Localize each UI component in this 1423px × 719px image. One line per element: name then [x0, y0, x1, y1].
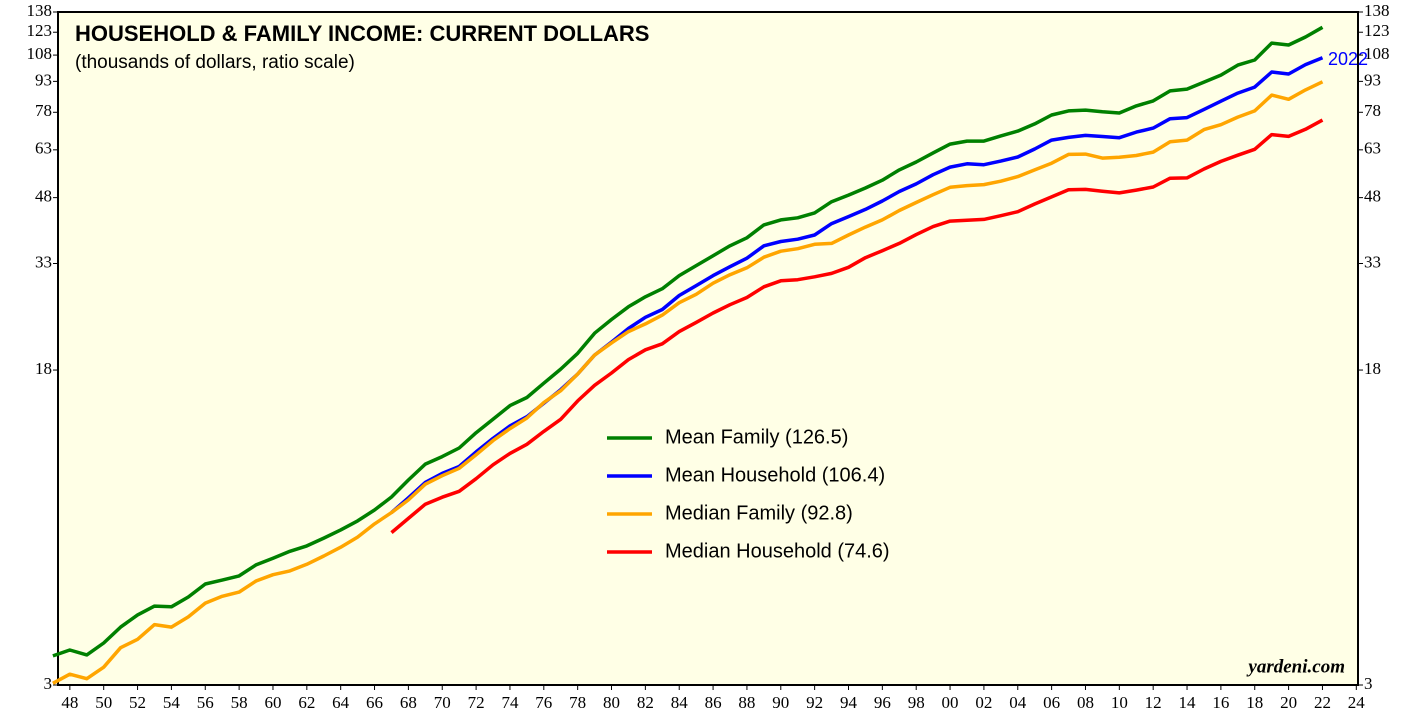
x-tick-label: 66: [366, 693, 383, 712]
x-tick-label: 68: [400, 693, 417, 712]
x-tick-label: 60: [264, 693, 281, 712]
x-tick-label: 08: [1077, 693, 1094, 712]
x-tick-label: 88: [738, 693, 755, 712]
x-tick-label: 20: [1280, 693, 1297, 712]
y2-tick-label: 48: [1364, 187, 1381, 206]
x-tick-label: 92: [806, 693, 823, 712]
x-tick-label: 06: [1043, 693, 1060, 712]
x-tick-label: 10: [1111, 693, 1128, 712]
x-tick-label: 18: [1246, 693, 1263, 712]
x-tick-label: 78: [569, 693, 586, 712]
x-tick-label: 16: [1212, 693, 1229, 712]
x-tick-label: 56: [197, 693, 214, 712]
y2-tick-label: 3: [1364, 674, 1373, 693]
y-tick-label: 63: [35, 139, 52, 158]
y2-tick-label: 63: [1364, 139, 1381, 158]
y2-tick-label: 108: [1364, 44, 1390, 63]
y-tick-label: 138: [27, 1, 53, 20]
legend-label: Mean Family (126.5): [665, 426, 848, 448]
x-tick-label: 48: [61, 693, 78, 712]
x-tick-label: 70: [434, 693, 451, 712]
y-tick-label: 108: [27, 44, 53, 63]
y-tick-label: 18: [35, 359, 52, 378]
x-tick-label: 00: [942, 693, 959, 712]
x-tick-label: 96: [874, 693, 891, 712]
x-tick-label: 84: [671, 693, 689, 712]
x-tick-label: 72: [468, 693, 485, 712]
x-tick-label: 98: [908, 693, 925, 712]
y-tick-label: 3: [44, 674, 53, 693]
x-tick-label: 94: [840, 693, 858, 712]
x-tick-label: 82: [637, 693, 654, 712]
x-tick-label: 80: [603, 693, 620, 712]
y-tick-label: 33: [35, 252, 52, 271]
x-tick-label: 86: [705, 693, 722, 712]
y-tick-label: 123: [27, 21, 53, 40]
x-tick-label: 12: [1145, 693, 1162, 712]
y-tick-label: 78: [35, 101, 52, 120]
x-tick-label: 62: [298, 693, 315, 712]
y2-tick-label: 33: [1364, 252, 1381, 271]
x-tick-label: 50: [95, 693, 112, 712]
legend-label: Mean Household (106.4): [665, 464, 885, 486]
x-tick-label: 24: [1348, 693, 1366, 712]
y-tick-label: 48: [35, 187, 52, 206]
series-line: [390, 118, 1324, 534]
y2-tick-label: 93: [1364, 70, 1381, 89]
x-tick-label: 74: [501, 693, 519, 712]
x-tick-label: 58: [231, 693, 248, 712]
x-tick-label: 22: [1314, 693, 1331, 712]
annotation: 2022: [1328, 49, 1368, 69]
x-tick-label: 02: [975, 693, 992, 712]
y2-tick-label: 78: [1364, 101, 1381, 120]
x-tick-label: 52: [129, 693, 146, 712]
series-line: [52, 80, 1324, 685]
chart-title: HOUSEHOLD & FAMILY INCOME: CURRENT DOLLA…: [75, 21, 649, 46]
x-tick-label: 90: [772, 693, 789, 712]
y2-tick-label: 138: [1364, 1, 1390, 20]
y2-tick-label: 123: [1364, 21, 1390, 40]
y2-tick-label: 18: [1364, 359, 1381, 378]
x-tick-label: 54: [163, 693, 181, 712]
legend-label: Median Household (74.6): [665, 540, 890, 562]
x-tick-label: 64: [332, 693, 350, 712]
source: yardeni.com: [1246, 656, 1345, 677]
chart-subtitle: (thousands of dollars, ratio scale): [75, 52, 355, 73]
x-tick-label: 76: [535, 693, 552, 712]
x-tick-label: 04: [1009, 693, 1027, 712]
x-tick-label: 14: [1179, 693, 1197, 712]
y-tick-label: 93: [35, 70, 52, 89]
series-line: [52, 25, 1324, 658]
legend-label: Median Family (92.8): [665, 502, 853, 524]
